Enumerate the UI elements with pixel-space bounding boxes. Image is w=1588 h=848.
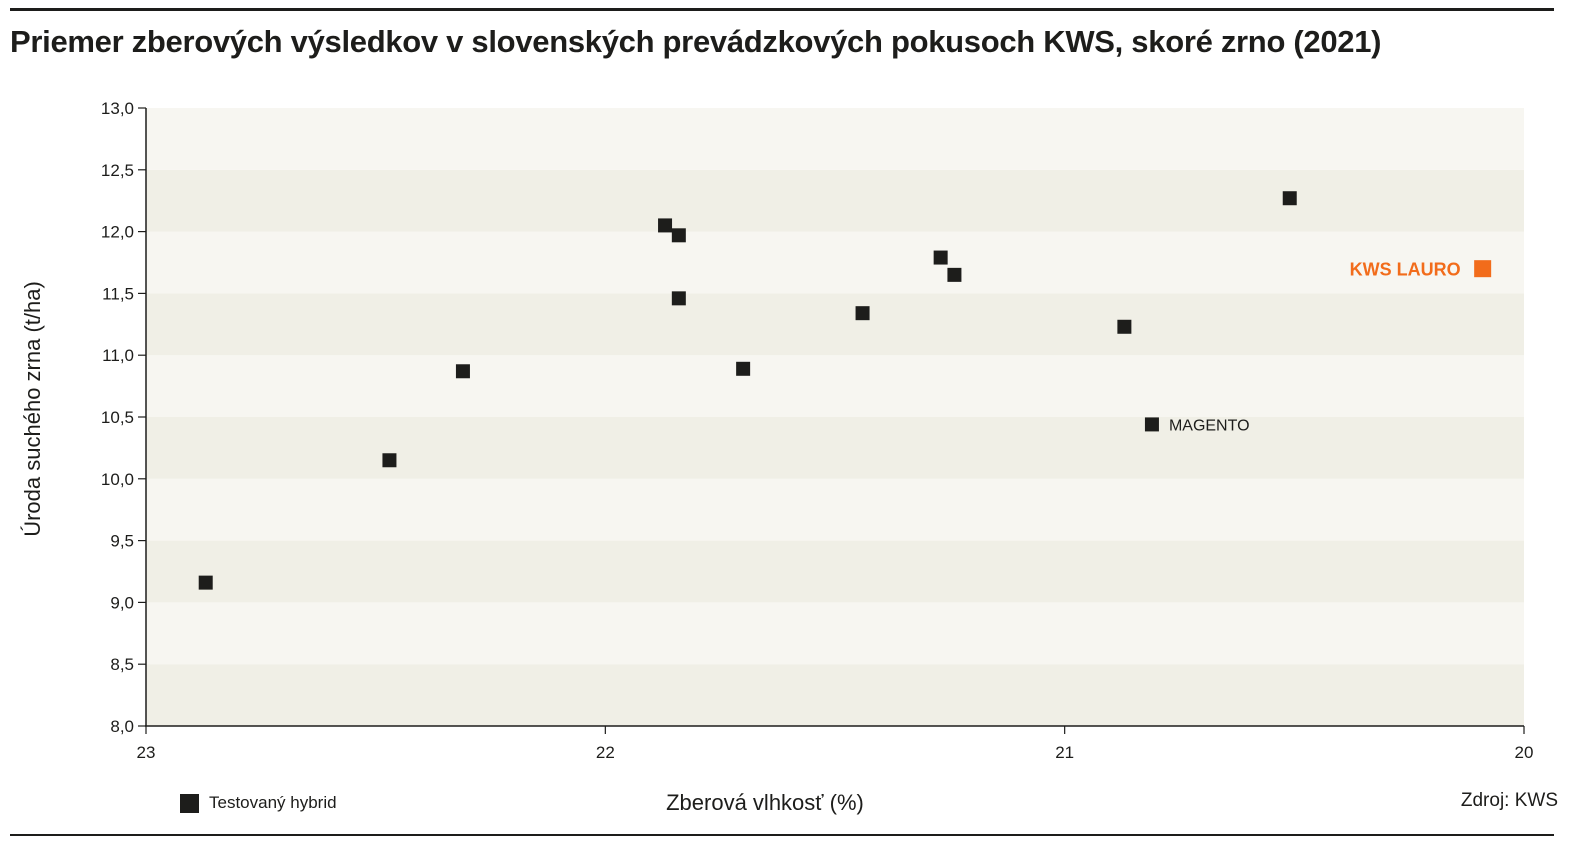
grid-band (146, 293, 1524, 356)
y-tick-label: 12,5 (101, 161, 134, 180)
y-tick-label: 10,0 (101, 470, 134, 489)
y-tick-label: 11,0 (102, 346, 134, 365)
y-tick-label: 11,5 (102, 284, 134, 303)
data-point (736, 361, 751, 376)
grid-band (146, 540, 1524, 603)
data-point (671, 291, 686, 306)
grid-band (146, 602, 1524, 665)
x-tick-label: 23 (137, 743, 156, 762)
legend: Testovaný hybrid (180, 793, 337, 813)
data-point (933, 250, 948, 265)
y-axis-label: Úroda suchého zrna (t/ha) (20, 281, 45, 537)
point-label: MAGENTO (1169, 417, 1250, 434)
grid-band (146, 664, 1524, 726)
grid-band (146, 417, 1524, 479)
data-point (382, 453, 397, 468)
data-point (1282, 191, 1297, 206)
data-point (855, 306, 870, 321)
y-tick-label: 9,5 (110, 532, 134, 551)
x-tick-label: 22 (596, 743, 615, 762)
point-label: KWS LAURO (1350, 260, 1461, 280)
y-tick-label: 12,0 (101, 223, 134, 242)
data-point (1117, 319, 1132, 334)
source-note: Zdroj: KWS (1460, 790, 1558, 811)
data-point (671, 228, 686, 243)
legend-swatch-square-icon (180, 793, 199, 813)
data-point (947, 267, 962, 282)
grid-band (146, 169, 1524, 232)
y-tick-label: 13,0 (101, 99, 134, 118)
y-tick-label: 8,0 (110, 717, 134, 736)
y-tick-label: 8,5 (110, 655, 134, 674)
highlight-point (1474, 260, 1492, 278)
data-point (658, 218, 673, 233)
x-tick-label: 20 (1515, 743, 1534, 762)
grid-band (146, 231, 1524, 294)
data-point (198, 575, 213, 590)
top-rule (10, 8, 1554, 11)
data-point (1144, 417, 1159, 432)
grid-band (146, 108, 1524, 170)
chart-title: Priemer zberových výsledkov v slovenskýc… (10, 24, 1382, 59)
data-point (455, 364, 470, 379)
y-tick-label: 10,5 (101, 408, 134, 427)
grid-band (146, 355, 1524, 417)
bottom-rule (10, 834, 1554, 836)
x-tick-label: 21 (1055, 743, 1074, 762)
legend-label: Testovaný hybrid (209, 793, 337, 812)
y-tick-label: 9,0 (110, 593, 134, 612)
grid-band (146, 478, 1524, 541)
x-axis-label: Zberová vlhkosť (%) (666, 790, 864, 815)
